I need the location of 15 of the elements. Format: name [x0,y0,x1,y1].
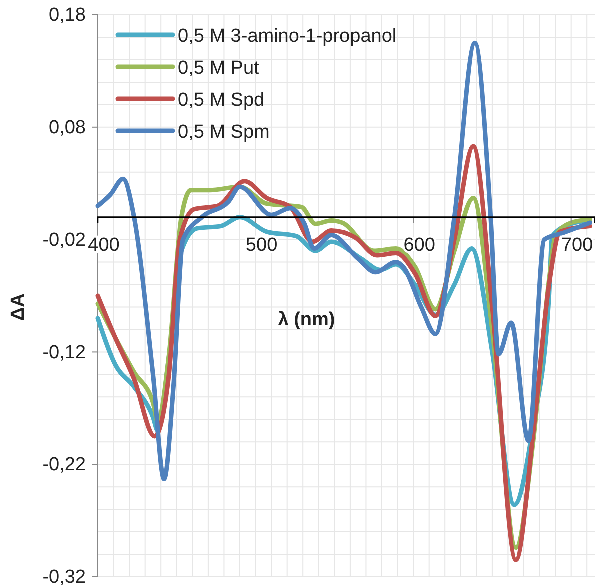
legend-label: 0,5 M Put [178,58,260,79]
y-axis-title: ΔA [8,293,29,322]
x-tick-label: 700 [561,234,594,256]
x-tick-label: 500 [246,234,278,256]
legend-label: 0,5 M Spm [178,122,270,143]
y-tick-label: 0,08 [49,117,86,138]
legend-label: 0,5 M Spd [178,90,265,111]
y-tick-label: 0,18 [49,5,86,26]
y-tick-label: -0,22 [42,454,86,476]
x-tick-label: 600 [404,234,436,256]
x-tick-label: 400 [88,234,120,256]
y-tick-label: -0,12 [42,342,86,364]
legend-label: 0,5 M 3-amino-1-propanol [178,26,397,47]
y-tick-label: -0,02 [42,230,86,251]
x-axis-title: λ (nm) [278,309,336,330]
